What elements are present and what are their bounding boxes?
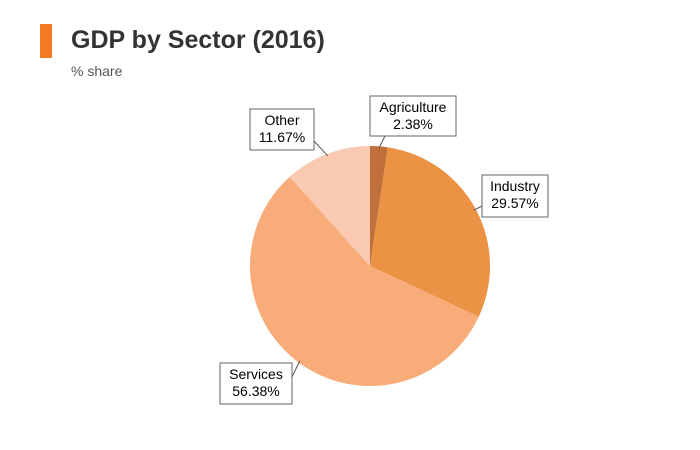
pie-slices — [249, 146, 490, 387]
callout-pointer — [378, 135, 386, 149]
slice-label: Industry — [490, 178, 540, 194]
slice-value-label: 2.38% — [393, 116, 433, 132]
slice-label: Other — [264, 112, 299, 128]
callout-pointer — [313, 140, 329, 157]
callout-box — [481, 174, 549, 218]
callout-box — [369, 95, 457, 137]
callout-box — [249, 108, 315, 151]
pie-slice-other — [289, 146, 370, 266]
slice-value-label: 56.38% — [232, 383, 279, 399]
slice-value-label: 29.57% — [491, 195, 538, 211]
pie-slice-industry — [370, 147, 490, 317]
chart-title: GDP by Sector (2016) — [71, 26, 325, 54]
callout-pointer — [473, 205, 483, 211]
pie-slice-services — [249, 176, 479, 387]
pie-slice-agriculture — [370, 146, 388, 266]
title-accent-bar — [40, 24, 52, 58]
callout-box — [219, 362, 293, 405]
slice-label: Agriculture — [380, 99, 447, 115]
callout-pointer — [291, 360, 301, 378]
slice-value-label: 11.67% — [259, 129, 305, 145]
chart-subtitle: % share — [71, 63, 123, 79]
slice-label: Services — [229, 366, 283, 382]
